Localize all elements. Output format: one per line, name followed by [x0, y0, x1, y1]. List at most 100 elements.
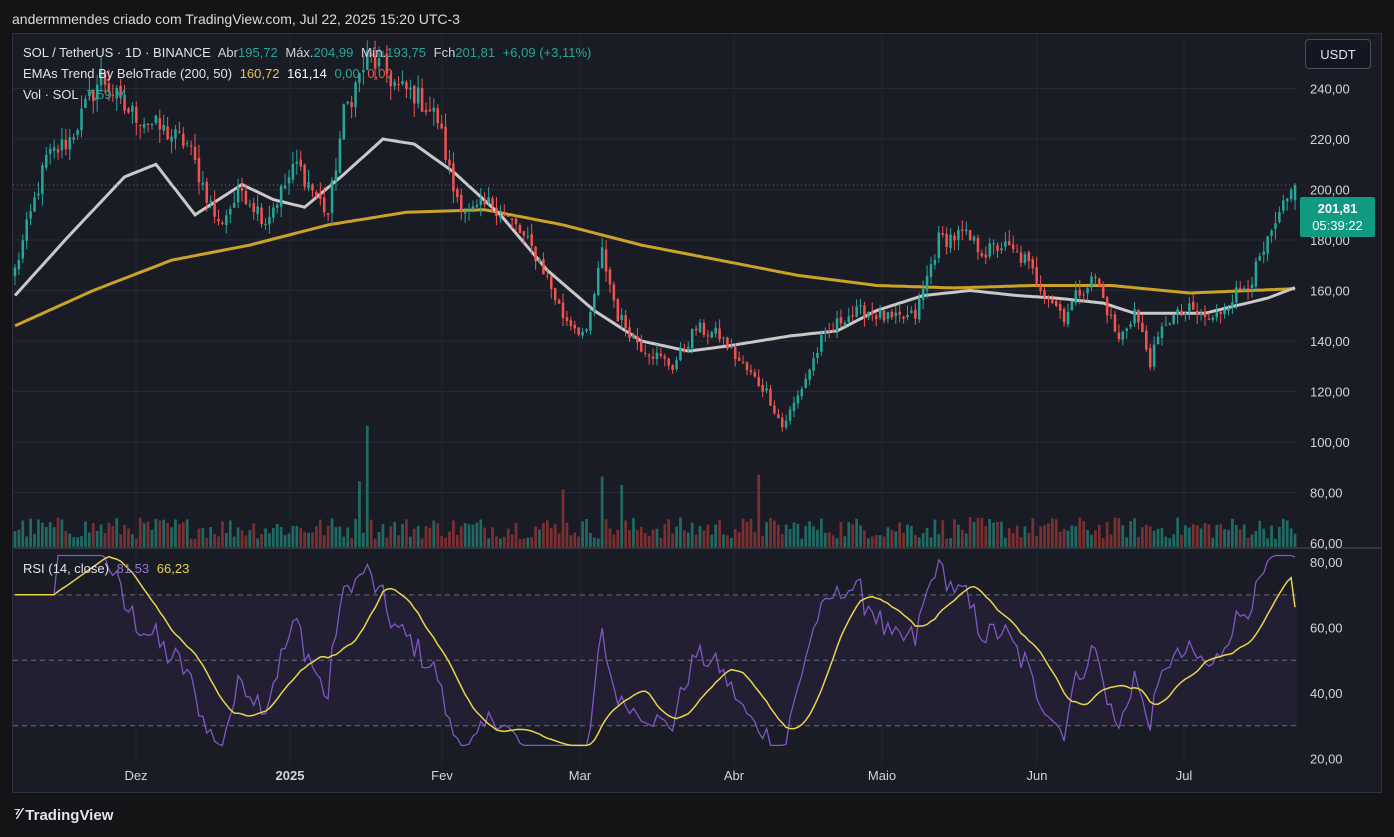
candle-body	[354, 82, 357, 108]
volume-bar	[530, 537, 534, 547]
volume-bar	[968, 517, 972, 547]
candle-body	[283, 185, 287, 189]
candle-body	[1004, 241, 1007, 247]
candle-body	[1172, 314, 1175, 324]
volume-bar	[792, 522, 796, 547]
candle-body	[902, 316, 905, 319]
volume-bar	[675, 526, 678, 547]
volume-bar	[784, 524, 788, 547]
candle-body	[236, 186, 240, 203]
candle-body	[608, 269, 612, 285]
ema200-line	[14, 208, 1296, 328]
volume-bar	[1266, 538, 1269, 547]
volume-bar	[984, 526, 988, 547]
candle-body	[369, 53, 373, 57]
volume-bar	[733, 528, 737, 547]
volume-label[interactable]: Vol · SOL	[23, 87, 79, 102]
volume-bar	[776, 524, 780, 547]
tradingview-brand: TradingView	[25, 806, 114, 824]
volume-bar	[350, 538, 353, 547]
volume-bar	[1074, 526, 1078, 547]
volume-bar	[64, 530, 68, 547]
volume-bar	[851, 524, 855, 547]
candle-body	[667, 358, 670, 366]
change-value: +6,09 (+3,11%)	[502, 45, 592, 60]
symbol-name[interactable]: SOL / TetherUS · 1D · BINANCE	[23, 45, 211, 60]
candle-body	[972, 236, 976, 241]
last-price: 201,81	[1317, 201, 1358, 216]
candle-body	[1289, 189, 1293, 200]
candle-body	[1125, 328, 1128, 331]
candle-body	[1113, 314, 1117, 332]
volume-bar	[1234, 525, 1238, 547]
candle-body	[1145, 330, 1148, 350]
candle-body	[616, 299, 620, 322]
volume-bar	[863, 530, 866, 547]
volume-bar	[1086, 529, 1089, 547]
volume-bar	[698, 526, 702, 547]
volume-bar	[671, 533, 674, 547]
rsi-name[interactable]: RSI (14, close)	[23, 561, 109, 576]
volume-bar	[440, 536, 444, 547]
ema-name[interactable]: EMAs Trend By BeloTrade (200, 50)	[23, 66, 233, 81]
candle-body	[154, 115, 158, 124]
time-axis-label: Mar	[569, 768, 592, 783]
volume-bar	[311, 532, 314, 547]
volume-bar	[150, 529, 154, 547]
volume-bar	[1137, 536, 1140, 547]
candle-body	[538, 258, 541, 263]
volume-bar	[686, 532, 690, 547]
candle-body	[1160, 326, 1164, 339]
candle-body	[319, 193, 322, 199]
volume-bar	[1117, 517, 1121, 547]
volume-bar	[158, 520, 162, 547]
candle-body	[749, 370, 753, 373]
volume-bar	[119, 534, 123, 547]
candle-body	[690, 329, 694, 349]
volume-bar	[256, 538, 260, 547]
candle-body	[1235, 287, 1238, 303]
volume-bar	[557, 533, 561, 547]
volume-bar	[393, 521, 397, 547]
candle-body	[988, 243, 991, 257]
currency-button[interactable]: USDT	[1305, 39, 1371, 69]
volume-bar	[1082, 521, 1086, 547]
volume-bar	[502, 536, 506, 547]
volume-bar	[1160, 527, 1164, 547]
volume-bar	[322, 535, 326, 547]
candle-body	[620, 315, 623, 321]
volume-bar	[1219, 524, 1223, 547]
time-axis-label: Fev	[431, 768, 453, 783]
volume-bar	[342, 536, 346, 547]
candle-body	[1242, 288, 1246, 291]
candle-body	[491, 198, 494, 206]
candle-body	[878, 309, 882, 318]
candle-body	[1238, 287, 1242, 290]
candle-body	[632, 334, 635, 338]
candle-body	[64, 139, 68, 150]
high-label: Máx.	[285, 45, 314, 60]
tradingview-logo[interactable]: ⁷⁄ TradingView	[14, 806, 113, 824]
volume-bar	[651, 529, 655, 547]
candle-body	[784, 420, 788, 428]
candle-body	[463, 211, 467, 214]
candle-body	[322, 197, 326, 213]
candle-body	[777, 414, 780, 419]
candle-body	[401, 81, 404, 85]
candle-body	[945, 233, 948, 247]
candle-body	[863, 305, 866, 319]
ema-y-value: 0,00	[367, 66, 393, 81]
volume-bar	[444, 537, 447, 547]
candle-body	[25, 219, 28, 241]
candle-body	[1266, 236, 1269, 254]
volume-bar	[1207, 524, 1211, 547]
candle-body	[1011, 244, 1015, 250]
volume-bar	[127, 528, 130, 547]
volume-bar	[937, 533, 941, 547]
volume-bar	[318, 519, 322, 547]
volume-bar	[620, 484, 624, 547]
ema50-value: 161,14	[287, 66, 327, 81]
volume-bar	[303, 532, 306, 547]
candle-body	[867, 311, 870, 318]
